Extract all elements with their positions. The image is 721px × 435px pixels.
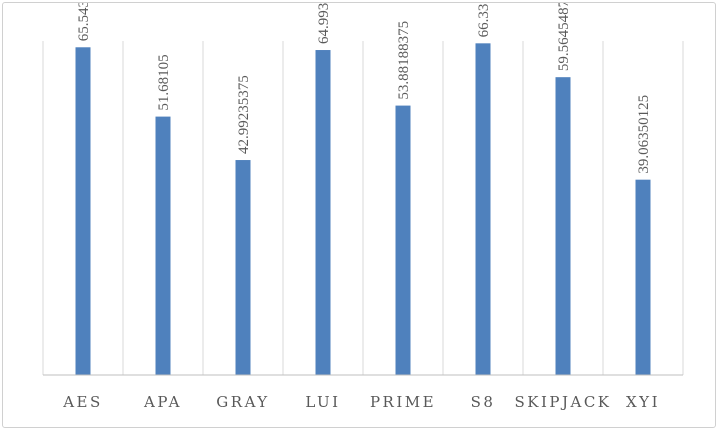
category-label-apa: APA — [143, 393, 182, 411]
category-labels: AES APA GRAY LUI PRIME S8 SKIPJACK XYI — [62, 393, 660, 411]
data-label-gray: 42.99235375 — [236, 75, 252, 154]
bar-skipjack — [555, 77, 571, 376]
bar-lui — [315, 50, 331, 376]
category-label-s8: S8 — [471, 393, 496, 411]
data-label-skipjack: 59.56454875 — [556, 3, 572, 71]
bar-apa — [155, 116, 171, 375]
data-label-lui: 64.9935225 — [316, 3, 332, 44]
category-label-gray: GRAY — [216, 393, 269, 411]
chart-frame: AES APA GRAY LUI PRIME S8 SKIPJACK XYI 65.54352… — [2, 2, 716, 428]
data-labels: 65.5435225 51.68105 42.99235375 64.9935225 5… — [76, 3, 652, 174]
bar-gray — [235, 160, 251, 375]
category-label-prime: PRIME — [370, 393, 436, 411]
data-label-xyi: 39.06350125 — [636, 95, 652, 174]
category-label-lui: LUI — [305, 393, 340, 411]
category-label-skipjack: SKIPJACK — [514, 393, 611, 411]
category-label-xyi: XYI — [626, 393, 660, 411]
bar-prime — [395, 105, 411, 376]
data-label-prime: 53.88188375 — [396, 21, 412, 100]
bar-aes — [75, 47, 91, 376]
data-label-s8: 66.33509625 — [476, 3, 492, 37]
bars — [75, 43, 651, 376]
bar-s8 — [475, 43, 491, 375]
grid-lines — [42, 41, 684, 375]
category-label-aes: AES — [62, 393, 103, 411]
bar-chart: AES APA GRAY LUI PRIME S8 SKIPJACK XYI 65.54352… — [42, 3, 684, 411]
data-label-aes: 65.5435225 — [76, 3, 92, 41]
data-label-apa: 51.68105 — [156, 54, 172, 110]
bar-xyi — [635, 179, 651, 375]
